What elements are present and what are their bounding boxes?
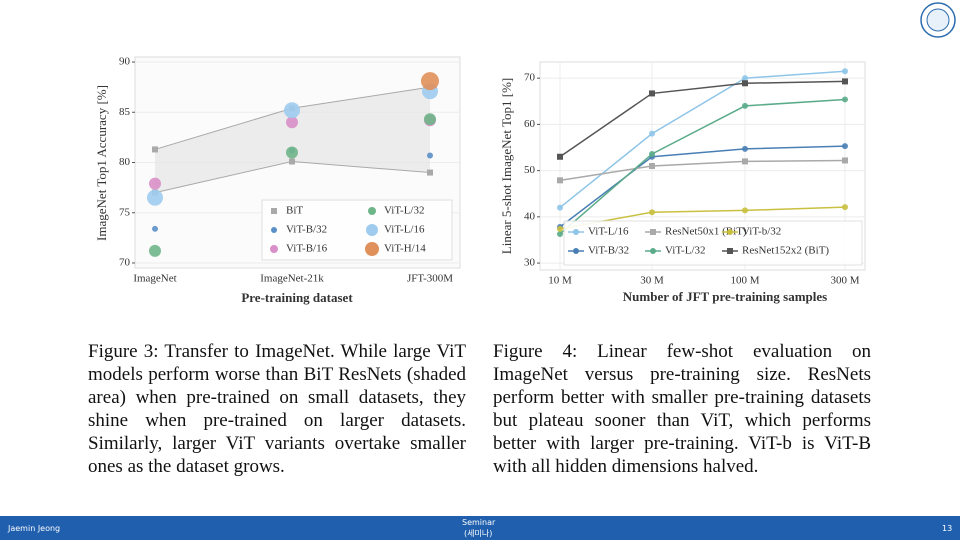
point bbox=[742, 207, 748, 214]
x-tick-label: ImageNet-21k bbox=[260, 273, 324, 285]
page-number: 13 bbox=[942, 524, 953, 533]
point bbox=[421, 72, 439, 91]
point bbox=[649, 209, 655, 216]
point bbox=[742, 145, 748, 152]
caption: Figure 3: Transfer to ImageNet. While la… bbox=[88, 341, 466, 477]
y-tick-label: 60 bbox=[524, 118, 536, 130]
point bbox=[649, 150, 655, 157]
point bbox=[842, 68, 848, 75]
logo bbox=[920, 2, 956, 38]
x-axis-label: Pre-training dataset bbox=[241, 290, 353, 305]
author: Jaemin Jeong bbox=[8, 524, 61, 533]
point bbox=[842, 157, 848, 164]
footer: Jaemin Jeong Seminar (세미나) 13 bbox=[0, 516, 960, 540]
legend-label: ResNet50x1 (BiT) bbox=[665, 226, 747, 238]
y-tick-label: 90 bbox=[119, 56, 131, 68]
point bbox=[649, 130, 655, 137]
y-tick-label: 85 bbox=[119, 106, 131, 118]
x-tick-label: 300 M bbox=[830, 275, 859, 287]
x-tick-label: JFT-300M bbox=[407, 273, 453, 285]
legend-swatch bbox=[271, 208, 277, 214]
legend-label: ViT-B/16 bbox=[286, 243, 328, 255]
x-tick-label: 30 M bbox=[640, 275, 664, 287]
y-axis-label: ImageNet Top1 Accuracy [%] bbox=[94, 85, 109, 241]
legend-label: ViT-L/16 bbox=[588, 226, 629, 238]
legend bbox=[563, 220, 863, 266]
line bbox=[559, 70, 846, 209]
y-tick-label: 70 bbox=[524, 72, 536, 84]
event: Seminar bbox=[462, 518, 496, 527]
y-tick-label: 30 bbox=[524, 257, 536, 269]
y-tick-label: 70 bbox=[119, 257, 131, 269]
point bbox=[424, 113, 436, 126]
point bbox=[427, 152, 433, 159]
legend-label: ViT-b/32 bbox=[742, 226, 781, 238]
caption: Figure 4: Linear few-shot evaluation on … bbox=[493, 341, 871, 477]
point bbox=[742, 158, 748, 165]
legend-label: ViT-H/14 bbox=[384, 243, 426, 255]
y-tick-label: 40 bbox=[524, 210, 536, 222]
legend-label: ResNet152x2 (BiT) bbox=[742, 245, 829, 257]
shaded-band bbox=[155, 87, 430, 193]
point bbox=[742, 102, 748, 109]
point bbox=[286, 116, 298, 129]
x-tick-label: 10 M bbox=[548, 275, 572, 287]
point bbox=[842, 143, 848, 150]
point bbox=[286, 146, 298, 159]
point bbox=[557, 225, 563, 232]
point bbox=[149, 177, 161, 190]
x-tick-label: ImageNet bbox=[133, 273, 176, 285]
legend-label: ViT-B/32 bbox=[286, 224, 327, 236]
point bbox=[649, 163, 655, 169]
point bbox=[742, 75, 748, 82]
y-tick-label: 50 bbox=[524, 164, 536, 176]
legend-swatch bbox=[573, 229, 579, 235]
legend-label: ViT-L/32 bbox=[384, 205, 425, 217]
legend-swatch bbox=[368, 207, 376, 215]
line bbox=[559, 145, 846, 228]
point bbox=[152, 225, 158, 232]
legend-label: ViT-L/16 bbox=[384, 224, 425, 236]
y-tick-label: 80 bbox=[119, 156, 131, 168]
event-local: (세미나) bbox=[464, 529, 493, 538]
legend-swatch bbox=[365, 242, 379, 256]
x-axis-label: Number of JFT pre-training samples bbox=[623, 289, 827, 304]
line bbox=[559, 80, 846, 158]
point bbox=[284, 102, 300, 119]
legend bbox=[261, 199, 453, 261]
legend-swatch bbox=[727, 248, 733, 254]
line bbox=[559, 159, 846, 182]
point bbox=[557, 204, 563, 211]
point bbox=[842, 204, 848, 211]
point bbox=[147, 189, 163, 206]
legend-swatch bbox=[650, 229, 656, 235]
point bbox=[152, 146, 158, 153]
point bbox=[427, 169, 433, 176]
legend-swatch bbox=[573, 248, 579, 254]
point bbox=[649, 90, 655, 97]
point bbox=[842, 96, 848, 103]
legend-label: ViT-L/32 bbox=[665, 245, 706, 257]
y-tick-label: 75 bbox=[119, 206, 131, 218]
point bbox=[557, 177, 563, 184]
point bbox=[557, 153, 563, 160]
point bbox=[289, 158, 295, 165]
x-tick-label: 100 M bbox=[730, 275, 759, 287]
legend-label: ViT-B/32 bbox=[588, 245, 629, 257]
point bbox=[557, 230, 563, 237]
legend-swatch bbox=[270, 245, 278, 253]
y-axis-label: Linear 5-shot ImageNet Top1 [%] bbox=[499, 78, 514, 254]
legend-swatch bbox=[271, 227, 277, 233]
point bbox=[742, 80, 748, 87]
legend-swatch bbox=[727, 229, 733, 235]
legend-label: BiT bbox=[286, 205, 303, 217]
legend-swatch bbox=[650, 248, 656, 254]
point bbox=[842, 78, 848, 85]
legend-swatch bbox=[366, 224, 378, 236]
line bbox=[559, 98, 846, 235]
point bbox=[149, 244, 161, 257]
